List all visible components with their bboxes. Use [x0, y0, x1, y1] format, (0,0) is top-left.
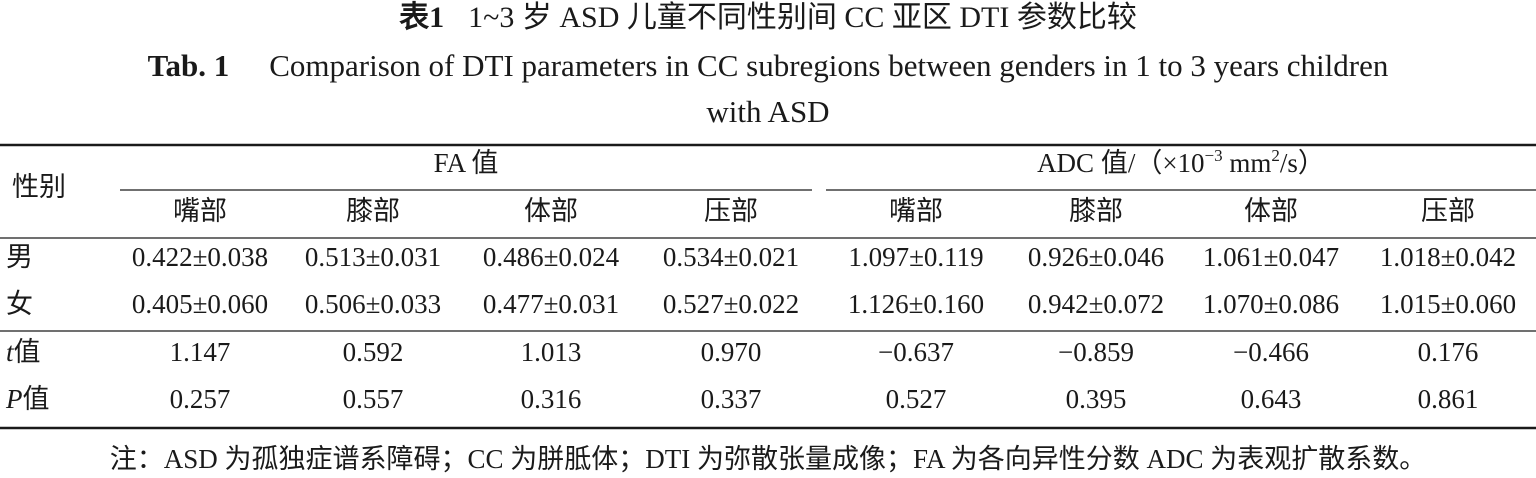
group-header: ADC 值/（×10−3 mm2/s） — [1037, 146, 1325, 178]
cell: 1.126±0.160 — [848, 289, 984, 319]
subheader: 压部 — [1421, 196, 1475, 226]
title-cn-label: 表1 — [399, 1, 444, 34]
header-part: FA 值 — [434, 148, 499, 178]
row-label-part: 男 — [6, 242, 33, 272]
cell: 0.422±0.038 — [132, 242, 268, 272]
cell: 1.013 — [521, 337, 582, 367]
row-label: P值 — [5, 384, 50, 414]
title-en: Tab. 1 Comparison of DTI parameters in CC… — [148, 48, 1389, 83]
header-part: mm — [1223, 148, 1272, 178]
cell: 1.147 — [170, 337, 231, 367]
row-label-part: 值 — [23, 384, 50, 414]
cell: 0.257 — [170, 384, 231, 414]
cell: 0.942±0.072 — [1028, 289, 1164, 319]
cell: 1.015±0.060 — [1380, 289, 1516, 319]
cell: 0.970 — [701, 337, 762, 367]
header-part: −3 — [1205, 146, 1223, 165]
row-header: 性别 — [12, 172, 66, 202]
row-label: 男 — [6, 242, 33, 272]
cell: 0.527±0.022 — [663, 289, 799, 319]
cell: 0.861 — [1418, 384, 1479, 414]
cell: 0.316 — [521, 384, 582, 414]
cell: 1.070±0.086 — [1203, 289, 1339, 319]
cell: 0.506±0.033 — [305, 289, 441, 319]
row-label-part: 女 — [6, 289, 33, 319]
row-label-part: P — [5, 384, 23, 414]
subheader: 体部 — [524, 196, 578, 226]
subheader: 膝部 — [346, 196, 400, 226]
cell: 0.395 — [1066, 384, 1127, 414]
header-part: /s） — [1280, 148, 1325, 178]
subheader: 嘴部 — [889, 196, 943, 226]
title-en-text: Comparison of DTI parameters in CC subre… — [269, 48, 1389, 83]
header-part: 2 — [1271, 146, 1280, 165]
cell: 0.643 — [1241, 384, 1302, 414]
subheader: 嘴部 — [173, 196, 227, 226]
cell: −0.637 — [878, 337, 954, 367]
row-label: 女 — [6, 289, 33, 319]
cell: 0.477±0.031 — [483, 289, 619, 319]
row-label-part: t — [6, 337, 15, 367]
title-cn-text: 1~3 岁 ASD 儿童不同性别间 CC 亚区 DTI 参数比较 — [468, 1, 1137, 34]
title-en-text: with ASD — [706, 94, 829, 129]
subheader: 膝部 — [1069, 196, 1123, 226]
title-cn: 表1 1~3 岁 ASD 儿童不同性别间 CC 亚区 DTI 参数比较 — [399, 1, 1137, 34]
group-header: FA 值 — [434, 148, 499, 178]
cell: 0.486±0.024 — [483, 242, 620, 272]
cell: −0.466 — [1233, 337, 1309, 367]
cell: 0.592 — [343, 337, 404, 367]
title-en-label: Tab. 1 — [148, 48, 230, 83]
note: 注：ASD 为孤独症谱系障碍；CC 为胼胝体；DTI 为弥散张量成像；FA 为各… — [110, 444, 1427, 474]
cell: 0.527 — [886, 384, 947, 414]
cell: 0.534±0.021 — [663, 242, 799, 272]
cell: −0.859 — [1058, 337, 1134, 367]
cell: 0.405±0.060 — [132, 289, 268, 319]
subheader: 压部 — [704, 196, 758, 226]
cell: 0.513±0.031 — [305, 242, 441, 272]
cell: 0.557 — [343, 384, 404, 414]
cell: 0.176 — [1418, 337, 1479, 367]
row-label: t值 — [6, 337, 41, 367]
subheader: 体部 — [1244, 196, 1298, 226]
cell: 0.337 — [701, 384, 762, 414]
cell: 1.097±0.119 — [848, 242, 983, 272]
cell: 1.018±0.042 — [1380, 242, 1516, 272]
cell: 0.926±0.046 — [1028, 242, 1164, 272]
row-label-part: 值 — [14, 337, 41, 367]
header-part: ADC 值/（×10 — [1037, 148, 1204, 178]
cell: 1.061±0.047 — [1203, 242, 1339, 272]
